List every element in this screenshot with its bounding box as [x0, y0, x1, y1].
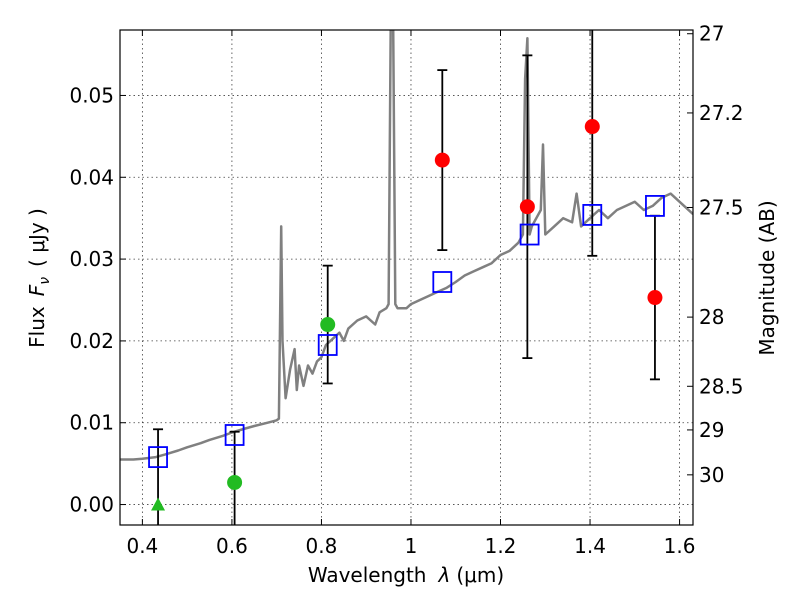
observed-detection-point	[519, 199, 535, 215]
model-photometry-square	[432, 271, 453, 293]
x-tick-label: 0.4	[126, 534, 158, 558]
model-photometry-square	[645, 195, 665, 217]
y-axis-title: FluxFν( μJy )	[25, 208, 53, 348]
y-tick-label: 0.04	[69, 165, 114, 189]
y-tick-label: 0.01	[69, 411, 114, 435]
tick-marks	[120, 30, 693, 525]
x-tick-label: 0.6	[216, 534, 248, 558]
spectrum-layer	[120, 30, 693, 461]
model-spectrum-line	[120, 30, 693, 461]
mag-tick-label: 29	[699, 418, 724, 442]
errorbar-layer	[153, 30, 660, 525]
x-tick-label: 1	[405, 534, 418, 558]
observed-detection-point	[584, 119, 600, 135]
y-tick-label: 0.00	[69, 493, 114, 517]
model-photometry-square	[582, 204, 603, 226]
model-photometry-square	[317, 334, 338, 356]
mag-tick-label: 30	[699, 463, 724, 487]
model-photometry-square	[519, 223, 540, 246]
x-axis-title: Wavelength λ (μm)	[308, 563, 504, 587]
observed-low-sn-point	[320, 317, 336, 333]
observed-detection-point	[647, 290, 663, 306]
y2-axis-title: Magnitude (AB)	[755, 200, 779, 355]
x-tick-label: 1.2	[485, 534, 517, 558]
tick-labels: 0.4 0.6 0.8 1 1.2 1.4 1.6 0.00 0.01 0.02 0.03 0.04 0…	[69, 22, 743, 558]
y-tick-label: 0.05	[69, 83, 114, 107]
observed-detection-point	[434, 152, 450, 168]
mag-tick-label: 27	[699, 22, 724, 46]
mag-tick-label: 27.2	[699, 101, 744, 125]
model-photometry-square	[148, 446, 168, 468]
observed-upper-limit-triangle	[151, 497, 166, 511]
model-photometry-layer	[148, 195, 665, 468]
x-tick-label: 0.8	[306, 534, 338, 558]
mag-tick-label: 28	[699, 305, 724, 329]
x-tick-label: 1.6	[664, 534, 696, 558]
x-tick-label: 1.4	[574, 534, 606, 558]
observed-low-sn-point	[227, 474, 243, 490]
grid-lines	[120, 30, 693, 525]
observed-photometry-layer	[151, 119, 663, 511]
mag-tick-label: 27.5	[699, 195, 744, 219]
model-photometry-square	[224, 424, 245, 446]
plot-frame	[119, 29, 694, 526]
y-tick-label: 0.03	[69, 247, 114, 271]
mag-tick-label: 28.5	[699, 374, 744, 398]
y-tick-label: 0.02	[69, 329, 114, 353]
